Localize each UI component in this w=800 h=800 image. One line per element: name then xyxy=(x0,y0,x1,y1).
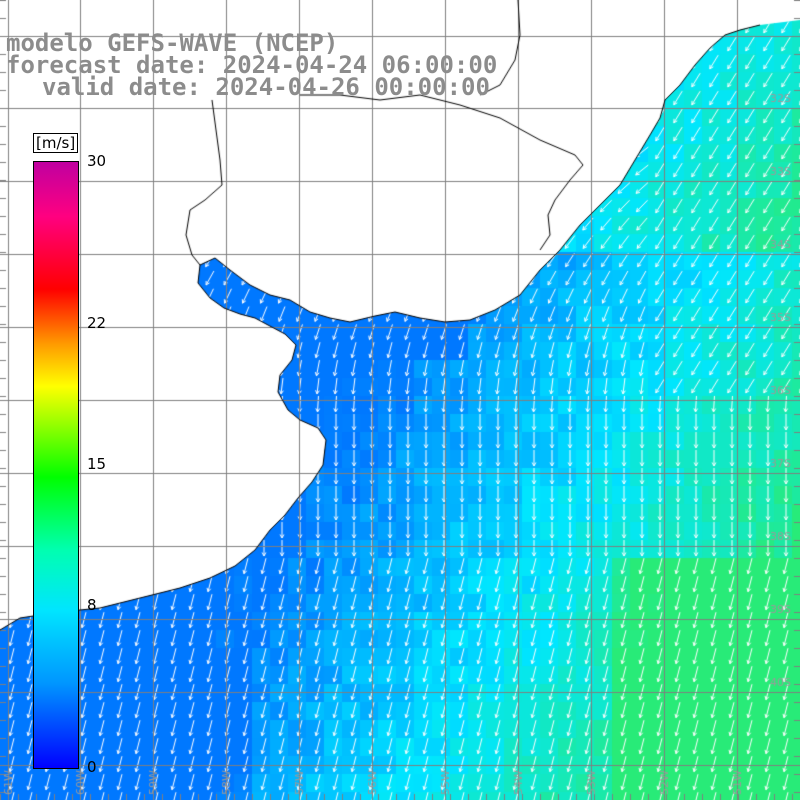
colorbar-tick-label: 15 xyxy=(87,455,107,473)
valid-date: valid date: 2024-04-26 00:00:00 xyxy=(42,73,490,101)
forecast-date: forecast date: 2024-04-24 06:00:00 xyxy=(6,51,498,79)
colorbar xyxy=(30,159,80,769)
colorbar-tick-label: 0 xyxy=(87,758,97,776)
model-title: modelo GEFS-WAVE (NCEP) xyxy=(6,29,339,57)
colorbar-gradient xyxy=(33,161,79,769)
colorbar-tick-label: 8 xyxy=(87,596,97,615)
colorbar-tick-label: 30 xyxy=(87,152,107,170)
colorbar-unit: [m/s] xyxy=(33,133,79,153)
colorbar-tick-label: 22 xyxy=(87,313,107,332)
